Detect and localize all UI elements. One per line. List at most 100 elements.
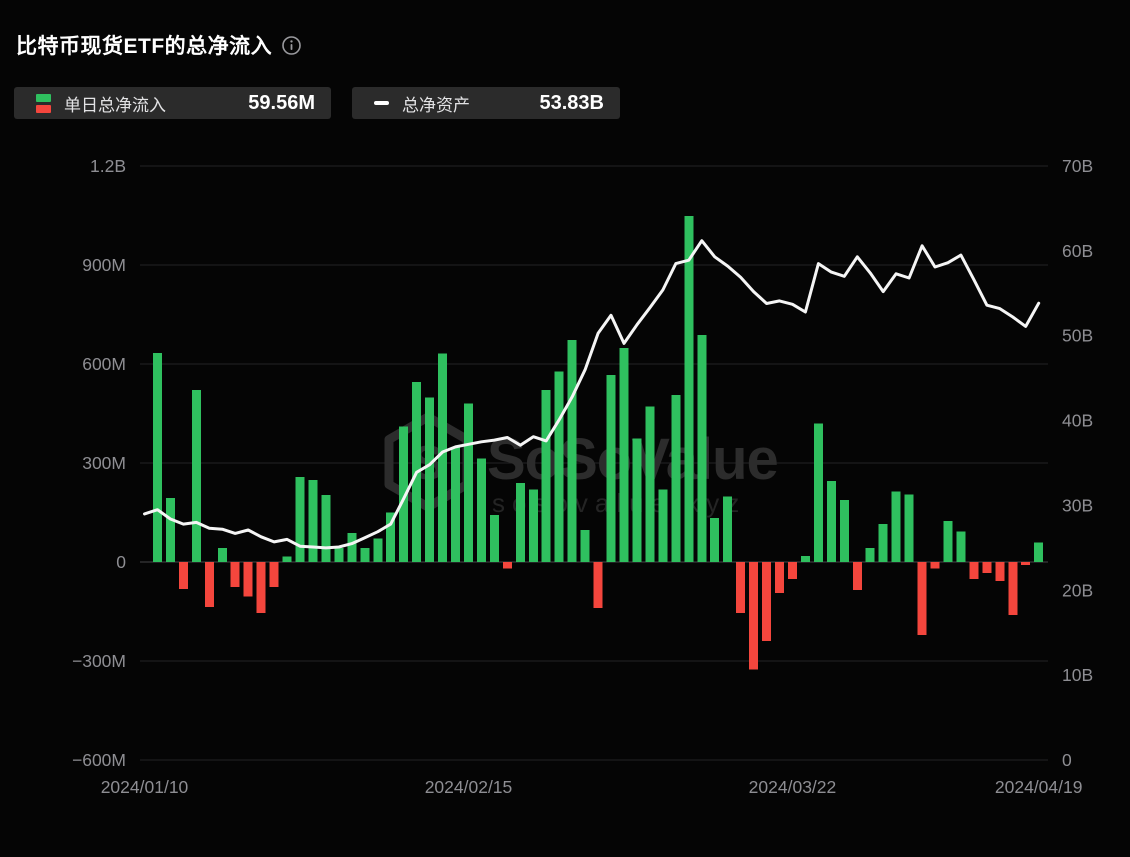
netflow-bar xyxy=(451,446,460,562)
netflow-bar xyxy=(567,339,577,562)
netflow-bar xyxy=(813,423,823,562)
left-axis-tick: −300M xyxy=(72,651,126,671)
netflow-bar xyxy=(904,494,914,562)
netflow-bar xyxy=(153,353,162,562)
netflow-bar xyxy=(347,533,357,562)
netflow-bar xyxy=(995,562,1005,581)
netflow-bar xyxy=(1008,562,1018,616)
legend-daily-netflow[interactable]: 单日总净流入 59.56M xyxy=(14,87,331,119)
netflow-bar xyxy=(723,496,733,562)
netflow-bar xyxy=(658,489,668,562)
x-axis-tick: 2024/01/10 xyxy=(101,777,189,797)
page-title: 比特币现货ETF的总净流入 xyxy=(16,35,273,58)
sosovalue-watermark: SSoSoValuesosovalue.xyz xyxy=(384,412,779,518)
netflow-bar xyxy=(282,556,292,562)
right-axis-tick: 50B xyxy=(1062,326,1093,346)
netflow-bar xyxy=(515,482,525,562)
netflow-bar xyxy=(425,397,435,562)
netflow-bar xyxy=(606,374,616,562)
line-series-dash-icon xyxy=(374,101,389,105)
netflow-bar xyxy=(619,348,629,562)
x-axis-tick: 2024/03/22 xyxy=(749,777,837,797)
netflow-bar xyxy=(684,216,694,562)
netflow-bar xyxy=(593,562,603,609)
netflow-bar xyxy=(671,395,681,562)
right-axis-tick: 60B xyxy=(1062,241,1093,261)
netflow-bar xyxy=(943,521,953,562)
legend-total-assets[interactable]: 总净资产 53.83B xyxy=(352,87,620,119)
netflow-bar xyxy=(762,562,772,642)
netflow-bar xyxy=(321,495,331,562)
left-axis-tick: 0 xyxy=(116,552,126,572)
daily-netflow-bars xyxy=(153,216,1044,670)
netflow-bar xyxy=(360,547,370,562)
x-axis-tick: 2024/04/19 xyxy=(995,777,1083,797)
netflow-bar xyxy=(334,548,344,562)
left-axis-tick: 600M xyxy=(82,354,126,374)
legend-daily-label: 单日总净流入 xyxy=(64,95,166,115)
netflow-bar xyxy=(502,562,512,569)
netflow-bar xyxy=(399,426,409,562)
netflow-bar xyxy=(632,438,642,563)
netflow-bar xyxy=(243,562,253,597)
netflow-bar xyxy=(541,390,551,562)
netflow-bar xyxy=(438,353,448,562)
x-axis-tick: 2024/02/15 xyxy=(425,777,513,797)
left-axis-tick: 300M xyxy=(82,453,126,473)
legend-daily-value: 59.56M xyxy=(248,91,315,114)
netflow-bar xyxy=(191,390,201,562)
netflow-bar xyxy=(775,562,784,593)
netflow-bar xyxy=(852,562,862,590)
legend: 单日总净流入 59.56M 总净资产 53.83B xyxy=(14,87,620,119)
left-axis-tick: −600M xyxy=(72,750,126,770)
netflow-bar xyxy=(269,562,279,588)
left-axis-tick: 1.2B xyxy=(90,156,126,176)
netflow-bar xyxy=(865,548,875,562)
right-axis-tick: 70B xyxy=(1062,156,1093,176)
netflow-bar xyxy=(489,515,499,562)
right-axis-tick: 10B xyxy=(1062,665,1093,685)
page-header: 比特币现货ETF的总净流入 xyxy=(16,30,301,60)
netflow-bar xyxy=(295,476,305,562)
netflow-bar xyxy=(204,562,214,607)
netflow-bar xyxy=(464,403,473,562)
netflow-bar xyxy=(839,500,849,562)
netflow-bar xyxy=(930,562,940,569)
netflow-bar xyxy=(800,556,810,562)
netflow-bar xyxy=(736,562,746,613)
netflow-bar xyxy=(1021,562,1031,565)
netflow-bar xyxy=(917,562,927,635)
netflow-bar xyxy=(554,371,564,562)
netflow-bar xyxy=(891,491,901,562)
total-assets-line xyxy=(143,239,1041,550)
netflow-bar xyxy=(230,562,240,587)
swatch-red xyxy=(36,104,51,113)
netflow-bar xyxy=(749,562,759,670)
netflow-bar xyxy=(969,562,979,580)
netflow-bar xyxy=(1034,542,1044,562)
netflow-bar xyxy=(878,524,888,562)
axis-labels: 1.2B 900M 600M 300M 0 −300M −600M 70B 60B 50B 40B 3… xyxy=(72,156,1093,797)
right-axis-tick: 0 xyxy=(1062,750,1072,770)
right-axis-tick: 20B xyxy=(1062,580,1093,600)
right-axis-tick: 30B xyxy=(1062,495,1093,515)
netflow-bar xyxy=(710,518,720,562)
info-circle-icon[interactable] xyxy=(282,35,301,55)
netflow-bar xyxy=(982,562,992,574)
swatch-green xyxy=(36,93,51,102)
netflow-bar xyxy=(308,480,318,562)
netflow-bar xyxy=(645,406,655,562)
netflow-bar xyxy=(256,562,266,614)
netflow-bar xyxy=(476,458,486,562)
netflow-bar xyxy=(165,498,175,562)
netflow-bar xyxy=(826,481,836,562)
netflow-bar xyxy=(788,562,797,580)
netflow-bar xyxy=(528,489,538,562)
netflow-bar xyxy=(956,531,966,562)
netflow-bar xyxy=(386,512,396,562)
netflow-bar xyxy=(178,562,188,590)
netflow-bar xyxy=(697,335,707,562)
netflow-bar xyxy=(373,538,383,562)
